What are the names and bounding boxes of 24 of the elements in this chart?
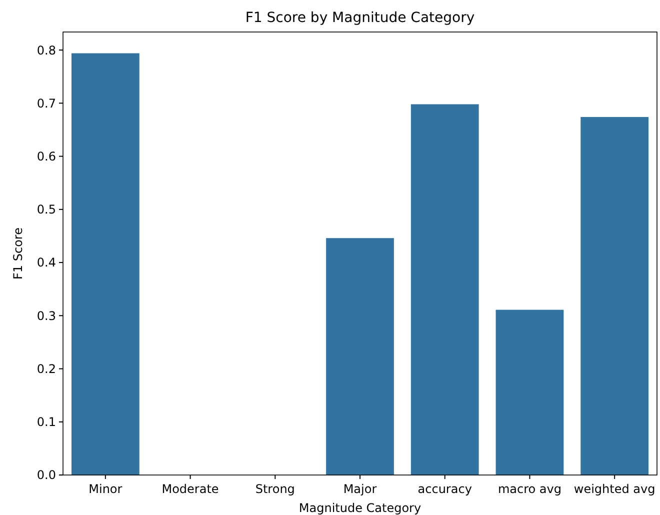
y-tick-label: 0.7 xyxy=(36,96,56,110)
x-tick-label: Strong xyxy=(255,482,295,496)
x-axis-title: Magnitude Category xyxy=(298,501,422,515)
y-tick-label: 0.1 xyxy=(36,415,56,430)
y-axis-title: F1 Score xyxy=(11,228,25,280)
x-tick-label: weighted avg xyxy=(574,482,656,496)
bar xyxy=(580,116,649,475)
x-tick-label: accuracy xyxy=(418,482,472,496)
bar xyxy=(71,53,140,475)
y-tick-label: 0.0 xyxy=(36,468,56,482)
x-tick-label: macro avg xyxy=(498,482,562,496)
x-tick-label: Major xyxy=(343,482,377,496)
chart-title: F1 Score by Magnitude Category xyxy=(245,10,475,26)
x-tick-label: Minor xyxy=(88,482,122,496)
y-tick-label: 0.8 xyxy=(36,43,56,58)
x-tick-label: Moderate xyxy=(162,482,219,496)
y-tick-label: 0.4 xyxy=(36,256,56,270)
y-tick-label: 0.6 xyxy=(36,149,56,164)
bar xyxy=(410,104,479,475)
y-tick-label: 0.5 xyxy=(36,202,56,217)
y-tick-label: 0.3 xyxy=(36,308,56,323)
bar xyxy=(496,310,564,475)
y-tick-label: 0.2 xyxy=(36,362,56,376)
bar xyxy=(326,238,394,475)
